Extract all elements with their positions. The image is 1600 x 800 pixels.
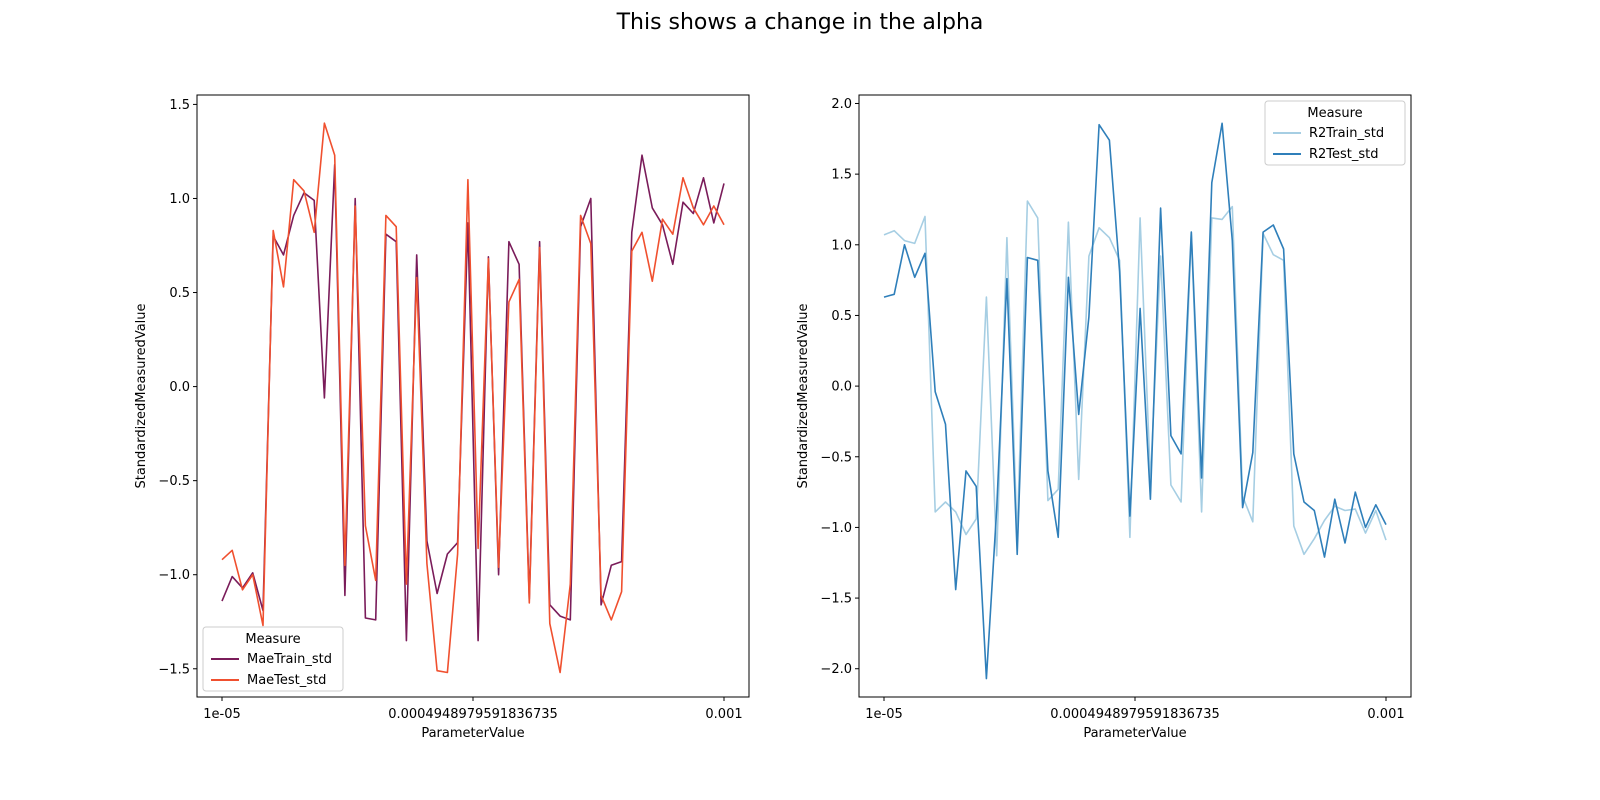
- r2train-std-legend-label: R2Train_std: [1309, 126, 1384, 141]
- right-y-tick-label: −0.5: [820, 450, 852, 465]
- maetest-std-line: [221, 122, 725, 674]
- right-legend: Measure R2Train_std R2Test_std: [1264, 100, 1406, 166]
- maetrain-std-legend-label: MaeTrain_std: [247, 652, 332, 667]
- right-y-tick-label: −2.0: [820, 662, 852, 677]
- right-x-tick-label: 0.001: [1367, 707, 1404, 722]
- maetrain-std-line: [221, 154, 725, 642]
- right-y-tick-label: 0.5: [831, 309, 852, 324]
- right-chart-panel: −2.0 −1.5 −1.0 −0.5 0.0 0.5 1.0 1.5 2.0 1e-05 0.00…: [796, 94, 1412, 741]
- right-y-tick-label: 1.0: [831, 238, 852, 253]
- left-axes-frame: [196, 94, 750, 698]
- left-y-axis-label: StandardizedMeasuredValue: [134, 303, 149, 488]
- legend-title: Measure: [1307, 106, 1362, 121]
- left-y-tick-label: −0.5: [158, 474, 190, 489]
- right-y-tick-label: 1.5: [831, 168, 852, 183]
- right-x-tick-label: 1e-05: [865, 707, 903, 722]
- left-y-tick-label: 0.5: [169, 286, 190, 301]
- legend-title: Measure: [245, 632, 300, 647]
- right-x-tick-label: 0.0004948979591836735: [1050, 707, 1220, 722]
- r2test-std-line: [883, 122, 1387, 680]
- figure-title: This shows a change in the alpha: [616, 10, 984, 35]
- right-y-tick-label: 2.0: [831, 97, 852, 112]
- left-x-tick-label: 0.0004948979591836735: [388, 707, 558, 722]
- right-y-tick-label: −1.5: [820, 592, 852, 607]
- legend-box: [1264, 100, 1406, 166]
- r2test-std-legend-label: R2Test_std: [1309, 147, 1379, 162]
- maetest-std-legend-label: MaeTest_std: [247, 673, 326, 688]
- left-y-tick-label: −1.5: [158, 662, 190, 677]
- left-y-tick-label: 0.0: [169, 380, 190, 395]
- right-y-tick-label: 0.0: [831, 380, 852, 395]
- r2train-std-line: [883, 200, 1387, 557]
- left-x-tick-label: 0.001: [705, 707, 742, 722]
- left-y-tick-label: 1.0: [169, 192, 190, 207]
- right-x-axis-label: ParameterValue: [1083, 726, 1186, 741]
- left-y-tick-label: −1.0: [158, 568, 190, 583]
- left-x-tick-label: 1e-05: [203, 707, 241, 722]
- right-y-axis-label: StandardizedMeasuredValue: [796, 303, 811, 488]
- left-chart-panel: −1.5 −1.0 −0.5 0.0 0.5 1.0 1.5 1e-05 0.000494897…: [134, 94, 750, 741]
- left-y-tick-label: 1.5: [169, 98, 190, 113]
- legend-box: [202, 626, 344, 692]
- right-y-tick-label: −1.0: [820, 521, 852, 536]
- left-legend: Measure MaeTrain_std MaeTest_std: [202, 626, 344, 692]
- left-x-axis-label: ParameterValue: [421, 726, 524, 741]
